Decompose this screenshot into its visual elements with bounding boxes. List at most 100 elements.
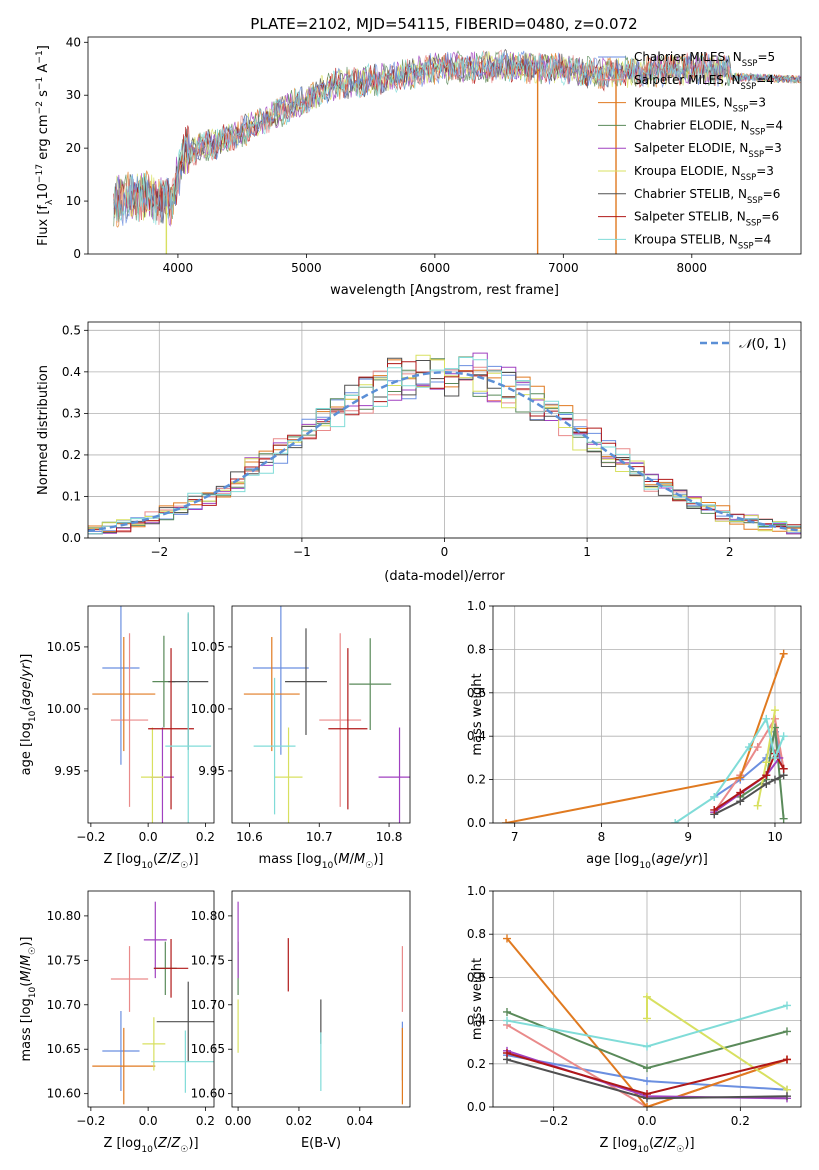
weight-marker: [643, 1077, 651, 1086]
weight-marker: [503, 1007, 511, 1016]
spectrum-line: [113, 50, 801, 226]
x-tick-label: −1: [293, 545, 311, 559]
weight-marker: [783, 1027, 791, 1036]
data-point: [243, 637, 300, 752]
data-point: [151, 1030, 214, 1093]
axes-frame: [492, 605, 802, 824]
y-tick-label: 10.80: [191, 909, 225, 923]
weight-marker: [753, 743, 762, 752]
weight-marker: [744, 743, 753, 752]
axes-frame: [492, 890, 802, 1108]
data-point: [92, 637, 156, 752]
x-tick-label: 0.02: [286, 1114, 313, 1128]
weight-marker: [643, 1014, 651, 1023]
y-tick-label: 10.60: [47, 1087, 81, 1101]
histogram-step: [88, 361, 801, 533]
y-tick-label: 0.2: [467, 1057, 486, 1071]
x-tick-label: 8: [598, 830, 606, 844]
axes-frame: [231, 605, 411, 824]
y-tick-label: 0.8: [467, 642, 486, 656]
y-tick-label: 30: [66, 88, 81, 102]
axes-frame: [87, 605, 215, 824]
weight-marker: [643, 1042, 651, 1051]
x-tick-label: 0.0: [139, 830, 158, 844]
data-point: [140, 727, 164, 823]
x-axis-label: wavelength [Angstrom, rest frame]: [330, 283, 559, 298]
panel-residuals: −2 −1 0 1 2 0.0 0.1 0.2 0.3 0.4 0.5 (data-model)/er…: [36, 321, 802, 584]
y-tick-label: 9.95: [54, 764, 81, 778]
x-tick-label: 4000: [163, 261, 194, 275]
legend-label: Kroupa STELIB, NSSP=4: [634, 232, 771, 250]
x-tick-label: −0.2: [539, 1114, 568, 1128]
y-axis-label: mass weight: [470, 673, 485, 755]
x-tick-label: 0.2: [731, 1114, 750, 1128]
y-tick-label: 10.70: [47, 998, 81, 1012]
x-tick-label: 0.0: [637, 1114, 656, 1128]
plot-area: [502, 649, 788, 823]
x-tick-label: 7: [511, 830, 519, 844]
weight-line: [739, 727, 785, 819]
weight-marker: [779, 814, 788, 823]
y-tick-label: 0.6: [467, 686, 486, 700]
data-point: [102, 606, 140, 765]
y-tick-label: 0.4: [467, 729, 486, 743]
legend: 𝒩(0, 1): [700, 337, 786, 352]
y-tick-label: 0: [73, 247, 81, 261]
x-tick-label: 0: [441, 545, 449, 559]
y-tick-label: 1.0: [467, 599, 486, 613]
plot-area: [88, 352, 801, 535]
x-axis-label: Z [log10(Z/Z☉)]: [103, 852, 198, 871]
x-axis-label: (data-model)/error: [384, 569, 505, 584]
weight-marker: [779, 732, 788, 741]
x-tick-label: −0.2: [76, 1114, 105, 1128]
data-point: [328, 648, 368, 810]
plot-area: [92, 606, 212, 823]
weight-marker: [762, 771, 771, 780]
weight-marker: [736, 788, 745, 797]
weight-marker: [770, 706, 779, 715]
data-point: [102, 1011, 140, 1091]
y-tick-label: 0.2: [467, 773, 486, 787]
y-tick-label: 0.6: [467, 970, 486, 984]
axes-frame: [87, 890, 215, 1108]
axes-frame: [87, 321, 802, 539]
data-point: [319, 633, 362, 807]
data-point: [378, 727, 410, 823]
plot-area: [243, 606, 410, 823]
plot-area: [92, 901, 214, 1105]
weight-marker: [770, 753, 779, 762]
weight-marker: [762, 714, 771, 723]
x-tick-label: 2: [726, 545, 734, 559]
weight-marker: [503, 934, 511, 943]
weight-marker: [753, 801, 762, 810]
x-tick-label: 8000: [677, 261, 708, 275]
data-point: [142, 1017, 166, 1071]
panel-weight_vs_Z: −0.2 0.0 0.2 0.0 0.2 0.4 0.6 0.8 1.0 Z [log10(Z/Z…: [467, 884, 802, 1155]
weight-marker: [762, 779, 771, 788]
y-tick-label: 10.05: [47, 640, 81, 654]
legend-label: Salpeter MILES, NSSP=4: [634, 73, 774, 91]
weight-marker: [736, 797, 745, 806]
y-tick-label: 0.5: [62, 323, 81, 337]
weight-marker: [503, 1016, 511, 1025]
panel-mass_vs_Z: −0.2 0.0 0.2 10.60 10.65 10.70 10.75 10.80 Z [lo…: [19, 890, 215, 1155]
y-tick-label: 10.65: [47, 1042, 81, 1056]
data-point: [143, 901, 167, 979]
weight-marker: [783, 1055, 791, 1064]
y-tick-label: 10.00: [191, 702, 225, 716]
data-point: [156, 981, 214, 1062]
legend-label: Kroupa ELODIE, NSSP=3: [634, 164, 774, 182]
weight-marker: [762, 758, 771, 767]
data-point: [285, 628, 327, 735]
weight-line: [674, 716, 785, 823]
x-axis-label: Z [log10(Z/Z☉)]: [599, 1136, 694, 1155]
data-point: [274, 727, 303, 823]
axes-frame: [231, 890, 411, 1108]
x-tick-label: 0.2: [196, 1114, 215, 1128]
y-tick-label: 20: [66, 141, 81, 155]
y-tick-label: 0.0: [467, 1100, 486, 1114]
data-point: [110, 633, 149, 807]
y-tick-label: 10.65: [191, 1042, 225, 1056]
y-tick-label: 0.8: [467, 927, 486, 941]
weight-marker: [779, 649, 788, 658]
